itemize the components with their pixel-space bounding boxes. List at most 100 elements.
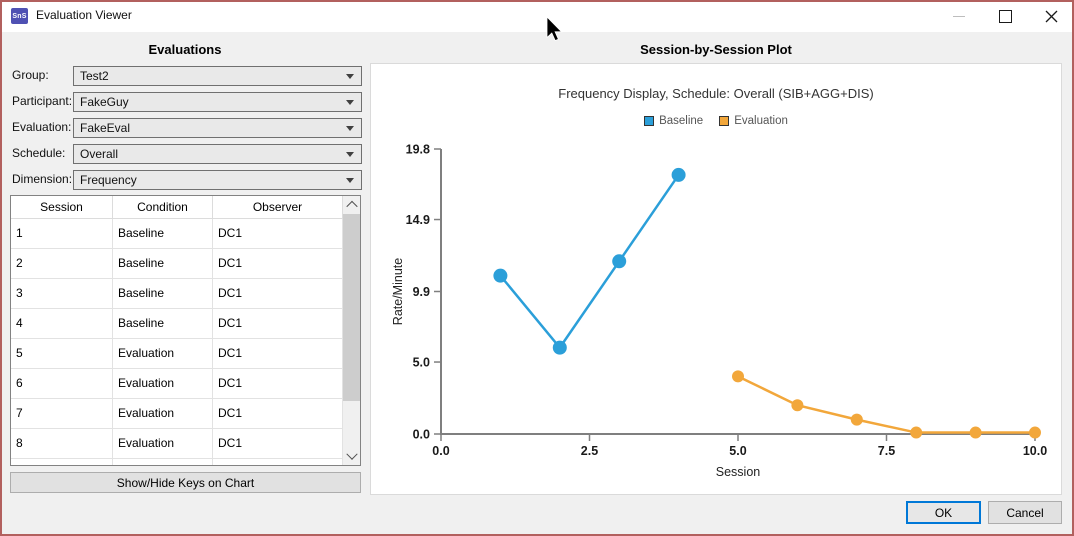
table-row[interactable]: 4 Baseline DC1	[11, 309, 360, 339]
table-cell: Evaluation	[113, 399, 213, 429]
svg-text:5.0: 5.0	[729, 444, 746, 458]
table-row[interactable]: 1 Baseline DC1	[11, 219, 360, 249]
chevron-down-icon	[346, 178, 354, 183]
column-header-observer: Observer	[213, 196, 343, 219]
ok-button[interactable]: OK	[906, 501, 981, 524]
table-scrollbar[interactable]	[343, 196, 360, 465]
table-cell: DC1	[213, 339, 343, 369]
table-cell	[113, 459, 213, 465]
table-cell: 8	[11, 429, 113, 459]
chevron-down-icon	[346, 152, 354, 157]
table-cell: 2	[11, 249, 113, 279]
svg-text:2.5: 2.5	[581, 444, 598, 458]
dimension-dropdown[interactable]: Frequency	[73, 170, 362, 190]
maximize-icon	[998, 9, 1012, 23]
table-cell: 4	[11, 309, 113, 339]
chevron-down-icon	[346, 100, 354, 105]
chart-title: Frequency Display, Schedule: Overall (SI…	[558, 86, 874, 101]
close-icon	[1045, 10, 1057, 22]
close-button[interactable]	[1028, 0, 1074, 32]
table-cell: 3	[11, 279, 113, 309]
svg-text:Rate/Minute: Rate/Minute	[391, 258, 405, 325]
maximize-button[interactable]	[982, 0, 1028, 32]
cancel-button[interactable]: Cancel	[988, 501, 1062, 524]
scroll-down-button[interactable]	[343, 448, 360, 465]
window-title: Evaluation Viewer	[36, 8, 132, 22]
table-cell: DC1	[213, 219, 343, 249]
chart-panel: Frequency Display, Schedule: Overall (SI…	[370, 63, 1062, 495]
svg-text:0.0: 0.0	[413, 428, 430, 442]
table-cell: Evaluation	[113, 339, 213, 369]
evaluation-label: Evaluation:	[12, 120, 72, 134]
scrollbar-thumb[interactable]	[343, 214, 360, 401]
svg-text:7.5: 7.5	[878, 444, 895, 458]
svg-text:19.8: 19.8	[406, 143, 430, 157]
table-row[interactable]	[11, 459, 360, 465]
show-hide-keys-button[interactable]: Show/Hide Keys on Chart	[10, 472, 361, 493]
chevron-down-icon	[346, 74, 354, 79]
svg-text:Session: Session	[716, 465, 761, 479]
participant-value: FakeGuy	[80, 95, 129, 109]
table-cell: Evaluation	[113, 429, 213, 459]
table-cell: Baseline	[113, 279, 213, 309]
schedule-dropdown[interactable]: Overall	[73, 144, 362, 164]
svg-text:14.9: 14.9	[406, 213, 430, 227]
evaluation-value: FakeEval	[80, 121, 131, 135]
table-cell: 7	[11, 399, 113, 429]
table-cell: 5	[11, 339, 113, 369]
schedule-label: Schedule:	[12, 146, 66, 160]
session-plot: 0.0 5.0 9.9 14.9 19.8 0.0 2.5 5.0 7.5 10.0 Rate/Mi…	[391, 143, 1047, 480]
table-cell: Baseline	[113, 219, 213, 249]
chevron-up-icon	[345, 200, 358, 212]
svg-text:9.9: 9.9	[413, 285, 430, 299]
svg-text:0.0: 0.0	[432, 444, 449, 458]
table-cell: Baseline	[113, 309, 213, 339]
table-cell: DC1	[213, 249, 343, 279]
svg-text:10.0: 10.0	[1023, 444, 1047, 458]
legend-item: Evaluation	[719, 115, 788, 127]
legend-swatch-icon	[719, 116, 730, 126]
table-cell: DC1	[213, 309, 343, 339]
minimize-icon	[953, 15, 965, 17]
table-body: 1 Baseline DC1 2 Baseline DC1 3 Baseline DC1 4 Bas…	[11, 219, 360, 465]
dimension-value: Frequency	[80, 173, 137, 187]
table-cell: Baseline	[113, 249, 213, 279]
column-header-condition: Condition	[113, 196, 213, 219]
table-cell	[213, 459, 343, 465]
table-row[interactable]: 8 Evaluation DC1	[11, 429, 360, 459]
participant-dropdown[interactable]: FakeGuy	[73, 92, 362, 112]
evaluations-header: Evaluations	[148, 42, 222, 57]
table-cell: Evaluation	[113, 369, 213, 399]
table-row[interactable]: 7 Evaluation DC1	[11, 399, 360, 429]
table-cell: DC1	[213, 399, 343, 429]
chevron-down-icon	[346, 126, 354, 131]
chart-legend: Baseline Evaluation	[371, 115, 1061, 127]
table-cell: DC1	[213, 279, 343, 309]
window-controls	[936, 0, 1074, 32]
table-row[interactable]: 6 Evaluation DC1	[11, 369, 360, 399]
evaluation-dropdown[interactable]: FakeEval	[73, 118, 362, 138]
plot-header: Session-by-Session Plot	[640, 42, 792, 57]
legend-swatch-icon	[644, 116, 655, 126]
scroll-up-button[interactable]	[343, 196, 360, 213]
participant-label: Participant:	[12, 94, 73, 108]
minimize-button[interactable]	[936, 0, 982, 32]
svg-text:5.0: 5.0	[413, 356, 430, 370]
column-header-session: Session	[11, 196, 113, 219]
table-cell: 6	[11, 369, 113, 399]
table-row[interactable]: 3 Baseline DC1	[11, 279, 360, 309]
dimension-label: Dimension:	[12, 172, 73, 186]
chevron-down-icon	[345, 448, 358, 460]
title-bar: SnS Evaluation Viewer	[0, 0, 1074, 32]
group-dropdown[interactable]: Test2	[73, 66, 362, 86]
table-cell: DC1	[213, 429, 343, 459]
table-row[interactable]: 5 Evaluation DC1	[11, 339, 360, 369]
group-label: Group:	[12, 68, 49, 82]
table-cell: 1	[11, 219, 113, 249]
legend-label: Evaluation	[734, 115, 788, 127]
sessions-table: Session Condition Observer 1 Baseline DC1 2…	[10, 195, 361, 466]
table-header-row: Session Condition Observer	[11, 196, 360, 219]
table-cell: DC1	[213, 369, 343, 399]
table-row[interactable]: 2 Baseline DC1	[11, 249, 360, 279]
schedule-value: Overall	[80, 147, 119, 161]
